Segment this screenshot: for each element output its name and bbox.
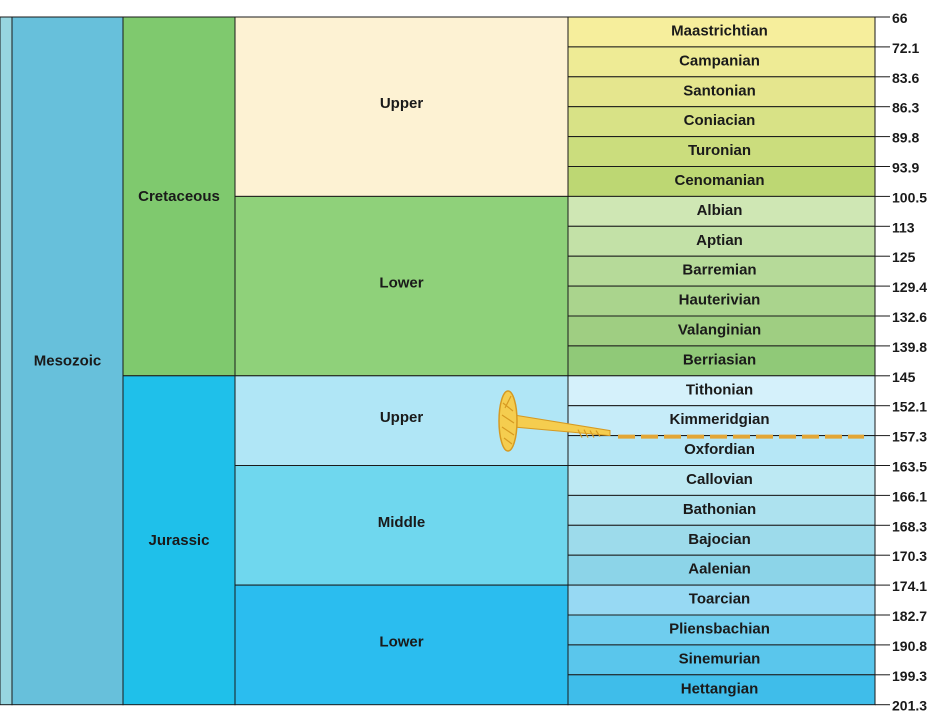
epoch-3: [234, 465, 569, 586]
epoch-label: Middle: [378, 514, 426, 531]
stage-label: Hettangian: [681, 680, 759, 697]
age-label: 89.8: [892, 130, 919, 146]
age-label: 72.1: [892, 40, 919, 56]
stage-label: Kimmeridgian: [669, 411, 769, 428]
epoch-label: Upper: [380, 95, 424, 112]
age-label: 170.3: [892, 548, 927, 564]
stage-label: Cenomanian: [674, 172, 764, 189]
stage-label: Santonian: [683, 82, 756, 99]
age-label: 199.3: [892, 668, 927, 684]
stage-label: Bathonian: [683, 501, 756, 518]
age-label: 66: [892, 10, 908, 26]
age-label: 86.3: [892, 100, 919, 116]
stage-label: Toarcian: [689, 591, 750, 608]
time-marker: [498, 390, 864, 452]
stage-barremian: [567, 255, 876, 287]
stage-cenomanian: [567, 166, 876, 197]
stage-hettangian: [567, 674, 876, 706]
age-label: 83.6: [892, 70, 919, 86]
age-label: 125: [892, 249, 916, 265]
stage-label: Albian: [697, 202, 743, 219]
period-jurassic: [122, 375, 236, 706]
epoch-1: [234, 195, 569, 377]
stage-label: Callovian: [686, 471, 753, 488]
stage-column: Maastrichtian Campanian Santonian Coniacian…: [567, 16, 876, 706]
stage-coniacian: [567, 106, 876, 138]
age-label: 182.7: [892, 608, 927, 624]
age-label: 139.8: [892, 339, 927, 355]
age-label: 201.3: [892, 698, 927, 712]
age-label: 166.1: [892, 488, 927, 504]
stage-oxfordian: [567, 435, 876, 467]
period-cretaceous: [122, 16, 236, 377]
period-label: Cretaceous: [138, 188, 220, 205]
stage-label: Tithonian: [686, 381, 753, 398]
age-label: 93.9: [892, 160, 919, 176]
epoch-label: Lower: [379, 275, 423, 292]
stage-aalenian: [567, 554, 876, 586]
stage-bathonian: [567, 494, 876, 526]
stage-kimmeridgian: [567, 405, 876, 437]
age-label: 168.3: [892, 518, 927, 534]
stage-label: Aalenian: [688, 561, 751, 578]
stage-berriasian: [567, 345, 876, 377]
stage-tithonian: [567, 375, 876, 407]
age-label: 163.5: [892, 459, 927, 475]
stage-label: Coniacian: [684, 112, 756, 129]
background-columns: Mesozoic Cretaceous Jurassic Upper Lower Uppe…: [0, 16, 569, 706]
era-mesozoic: [11, 16, 124, 706]
age-label: 100.5: [892, 189, 927, 205]
epoch-label: Lower: [379, 633, 423, 650]
stage-label: Berriasian: [683, 351, 756, 368]
marker-hatching: [577, 429, 601, 438]
stage-santonian: [567, 76, 876, 108]
stage-aptian: [567, 225, 876, 257]
epoch-4: [234, 584, 569, 706]
period-label: Jurassic: [149, 532, 210, 549]
era-label: Mesozoic: [34, 352, 102, 369]
stage-label: Oxfordian: [684, 441, 755, 458]
age-label: 145: [892, 369, 916, 385]
stage-label: Pliensbachian: [669, 620, 770, 637]
marker-head: [498, 390, 518, 452]
stage-label: Maastrichtian: [671, 22, 768, 39]
age-label: 174.1: [892, 578, 927, 594]
stage-bajocian: [567, 524, 876, 556]
stage-label: Aptian: [696, 232, 743, 249]
stage-toarcian: [567, 584, 876, 616]
stage-label: Bajocian: [688, 531, 751, 548]
age-label: 190.8: [892, 638, 927, 654]
stage-label: Barremian: [682, 262, 756, 279]
stage-pliensbachian: [567, 614, 876, 646]
age-label: 132.6: [892, 309, 927, 325]
stage-label: Campanian: [679, 52, 760, 69]
eon-strip: [0, 16, 13, 706]
age-label: 113: [892, 219, 915, 235]
stage-callovian: [567, 465, 876, 496]
age-scale: 66 72.1 83.6 86.3 89.8 93.9 100.5 113 125 129.4 13…: [875, 10, 927, 712]
epoch-label: Upper: [380, 409, 424, 426]
stage-label: Turonian: [688, 142, 751, 159]
stage-valanginian: [567, 315, 876, 347]
age-label: 152.1: [892, 399, 927, 415]
stage-label: Sinemurian: [679, 650, 761, 667]
marker-head-hatching: [501, 395, 515, 445]
epoch-0: [234, 16, 569, 197]
stage-sinemurian: [567, 644, 876, 676]
stage-label: Hauterivian: [679, 292, 761, 309]
age-label: 157.3: [892, 429, 927, 445]
stage-hauterivian: [567, 285, 876, 317]
stage-campanian: [567, 46, 876, 78]
stage-label: Valanginian: [678, 321, 761, 338]
age-label: 129.4: [892, 279, 927, 295]
